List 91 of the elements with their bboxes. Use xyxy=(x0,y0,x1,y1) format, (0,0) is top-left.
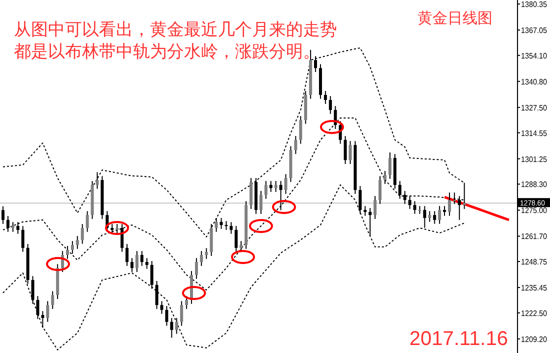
annotation: 2017.11.16 xyxy=(409,328,508,350)
candlestick xyxy=(438,206,442,224)
candlestick xyxy=(294,135,298,154)
candlestick xyxy=(194,258,198,280)
candlestick xyxy=(448,192,451,216)
candlestick xyxy=(16,222,20,234)
candlestick xyxy=(145,258,148,270)
candlestick xyxy=(413,200,416,214)
y-tick-label: 1301.25 xyxy=(521,154,550,164)
candlestick xyxy=(364,206,367,216)
candlestick xyxy=(443,206,446,216)
candlestick xyxy=(214,217,218,232)
candlestick xyxy=(423,206,426,228)
candlestick xyxy=(374,196,377,220)
candlestick xyxy=(76,235,79,250)
candlestick xyxy=(175,317,178,334)
candlestick xyxy=(418,206,422,214)
candlestick xyxy=(51,290,54,310)
candlestick xyxy=(224,220,228,230)
y-tick-label: 1380.35 xyxy=(521,0,550,10)
y-tick-label: 1340.80 xyxy=(521,77,550,86)
candlestick xyxy=(279,180,282,211)
y-tick-label: 1275.00 xyxy=(521,206,550,216)
candlestick xyxy=(180,300,184,326)
candlestick xyxy=(130,258,134,272)
y-tick-label: 1209.20 xyxy=(521,334,550,344)
y-tick-label: 1314.55 xyxy=(521,128,550,138)
candlestick xyxy=(408,196,412,210)
candlestick xyxy=(328,96,332,114)
candlestick xyxy=(433,210,436,224)
candlestick xyxy=(230,222,233,234)
y-tick-label: 1235.45 xyxy=(521,284,550,293)
y-tick-label: 1354.10 xyxy=(521,51,550,60)
y-tick-label: 1261.70 xyxy=(521,232,550,242)
y-tick-label: 1222.50 xyxy=(521,308,550,318)
candlestick xyxy=(160,300,164,314)
candlestick xyxy=(6,216,10,232)
candlestick xyxy=(314,56,318,73)
text: 黄金日线图 xyxy=(418,10,492,27)
candlestick xyxy=(36,296,40,320)
candlestick xyxy=(155,280,158,310)
annotation: 从图中可以看出，黄金最近几个月来的走势都是以布林带中轨为分水岭，涨跌分明。 xyxy=(14,20,337,61)
candlestick xyxy=(284,174,288,194)
candlestick xyxy=(116,224,119,234)
candlestick xyxy=(403,190,406,204)
candlestick xyxy=(383,170,386,184)
candlestick xyxy=(368,207,372,236)
candlestick xyxy=(41,310,44,328)
y-tick-label: 1248.75 xyxy=(521,258,550,267)
candlestick xyxy=(135,250,138,272)
candlestick xyxy=(31,276,34,304)
candlestick xyxy=(126,243,129,266)
candlestick xyxy=(66,245,69,260)
candlestick xyxy=(452,192,456,204)
candlestick xyxy=(86,210,89,232)
candlestick xyxy=(110,224,114,234)
candlestick xyxy=(165,306,168,326)
candlestick xyxy=(46,300,50,322)
candlestick xyxy=(398,180,402,200)
candlestick xyxy=(428,210,432,222)
y-tick-label: 1288.30 xyxy=(521,180,550,190)
candlestick xyxy=(240,240,243,252)
candlestick xyxy=(274,180,278,192)
candlestick xyxy=(11,222,14,232)
candlestick xyxy=(269,180,272,192)
y-tick-label: 1327.50 xyxy=(521,103,550,112)
candlestick xyxy=(204,248,208,260)
y-tick-label: 1367.05 xyxy=(521,26,550,36)
candlestick xyxy=(185,296,188,310)
candlestick xyxy=(80,224,84,244)
candlestick xyxy=(70,240,74,254)
candlestick xyxy=(462,182,466,210)
candlestick xyxy=(250,178,253,210)
candlestick xyxy=(120,224,124,252)
candlestick xyxy=(259,190,262,214)
candlestick xyxy=(140,250,144,266)
candlestick xyxy=(21,225,24,252)
candlestick xyxy=(234,225,238,252)
candlestick xyxy=(358,186,362,214)
candlestick xyxy=(324,90,327,104)
candlestick xyxy=(200,250,203,266)
candlestick xyxy=(378,176,382,204)
candlestick xyxy=(2,206,4,224)
candlestick xyxy=(150,260,154,290)
candlestick xyxy=(264,180,268,200)
candlestick xyxy=(299,116,302,144)
candlestick xyxy=(388,152,392,180)
candlestick xyxy=(220,217,223,230)
candlestick xyxy=(458,196,461,220)
candlestick xyxy=(344,135,347,164)
candlestick xyxy=(170,317,174,338)
